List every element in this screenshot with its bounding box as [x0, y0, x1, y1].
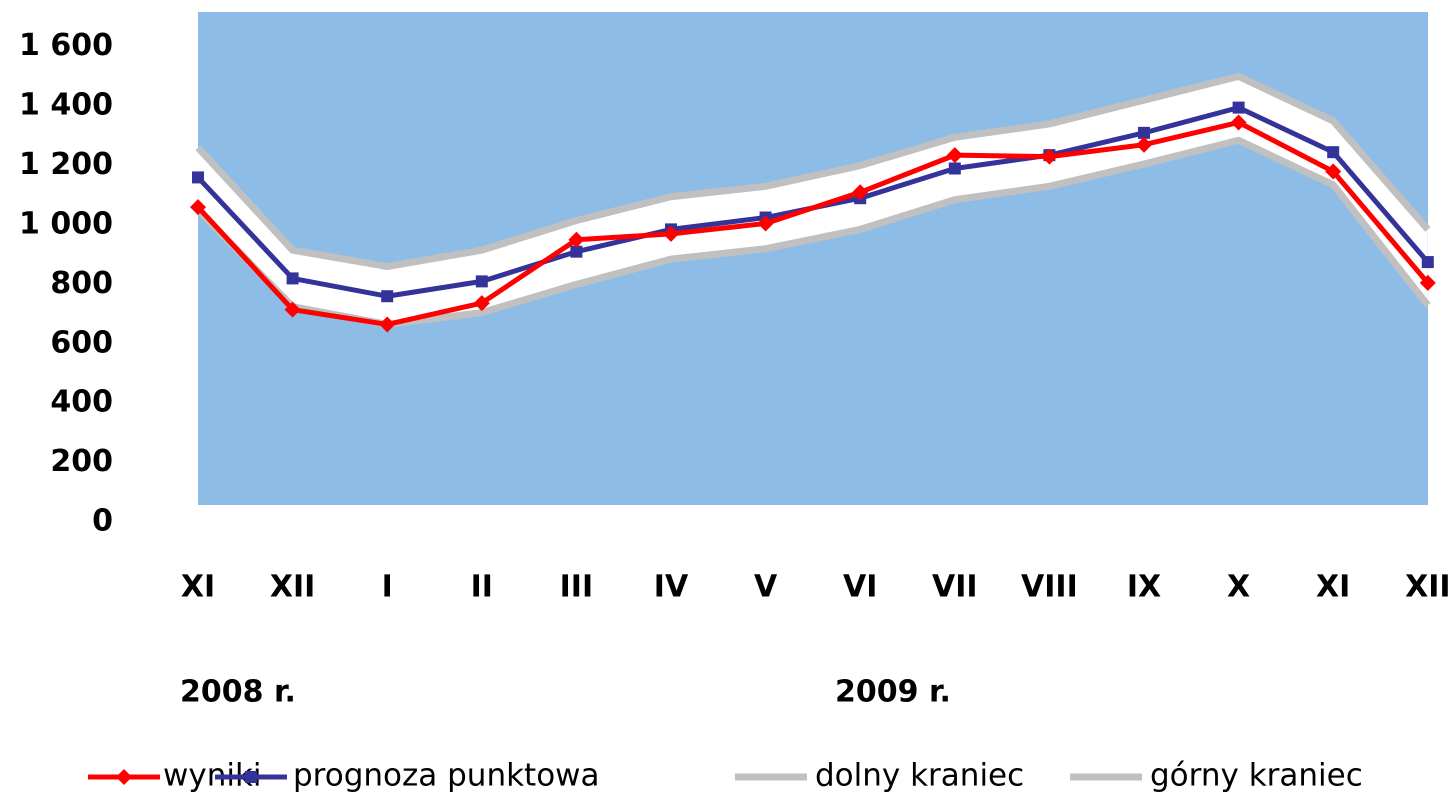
marker: [568, 231, 585, 248]
marker: [192, 171, 204, 184]
marker: [1041, 148, 1058, 165]
marker: [286, 272, 299, 285]
marker: [1232, 101, 1245, 114]
x-tick-label: XI: [1316, 570, 1350, 605]
y-tick-label: 800: [50, 266, 113, 301]
marker: [381, 290, 394, 303]
x-tick-label: I: [382, 570, 393, 605]
x-tick-label: III: [560, 570, 594, 605]
y-tick-label: 400: [50, 385, 113, 420]
year-label: 2009 r.: [835, 675, 951, 710]
legend-marker: [116, 769, 132, 785]
marker: [1327, 146, 1340, 159]
marker: [379, 316, 396, 333]
y-tick-label: 1 000: [19, 206, 113, 241]
marker: [663, 225, 679, 242]
x-tick-label: IX: [1127, 570, 1161, 605]
marker: [1325, 163, 1342, 180]
marker: [1419, 274, 1436, 291]
x-tick-label: V: [754, 570, 778, 605]
marker: [948, 162, 961, 175]
marker: [757, 215, 774, 232]
x-tick-label: X: [1227, 570, 1250, 605]
marker: [946, 147, 963, 164]
legend-label: górny kraniec: [1150, 758, 1363, 794]
y-tick-label: 200: [50, 444, 113, 479]
y-tick-label: 600: [50, 325, 113, 360]
marker: [284, 301, 301, 318]
marker: [473, 295, 490, 312]
legend-marker: [245, 771, 257, 783]
y-tick-label: 0: [92, 504, 113, 539]
y-tick-label: 1 200: [19, 147, 113, 182]
x-tick-label: XII: [1405, 570, 1450, 605]
marker: [1230, 114, 1247, 131]
legend-label: dolny kraniec: [815, 758, 1024, 794]
marker: [1136, 136, 1152, 153]
marker: [570, 245, 583, 258]
marker: [852, 184, 869, 201]
series-line: [196, 119, 1430, 327]
marker: [475, 275, 488, 288]
marker: [190, 199, 206, 216]
year-label: 2008 r.: [180, 675, 296, 710]
series-line: [195, 72, 1431, 271]
y-tick-label: 1 400: [19, 88, 113, 123]
x-tick-label: XII: [270, 570, 315, 605]
marker: [1138, 126, 1150, 139]
marker: [1421, 256, 1434, 269]
legend-label: prognoza punktowa: [293, 758, 600, 794]
x-tick-label: II: [471, 570, 493, 605]
x-tick-label: XI: [181, 570, 215, 605]
x-tick-label: IV: [654, 570, 689, 605]
x-tick-label: VII: [932, 570, 978, 605]
y-tick-label: 1 600: [19, 28, 113, 63]
x-tick-label: VI: [843, 570, 877, 605]
x-tick-label: VIII: [1021, 570, 1078, 605]
